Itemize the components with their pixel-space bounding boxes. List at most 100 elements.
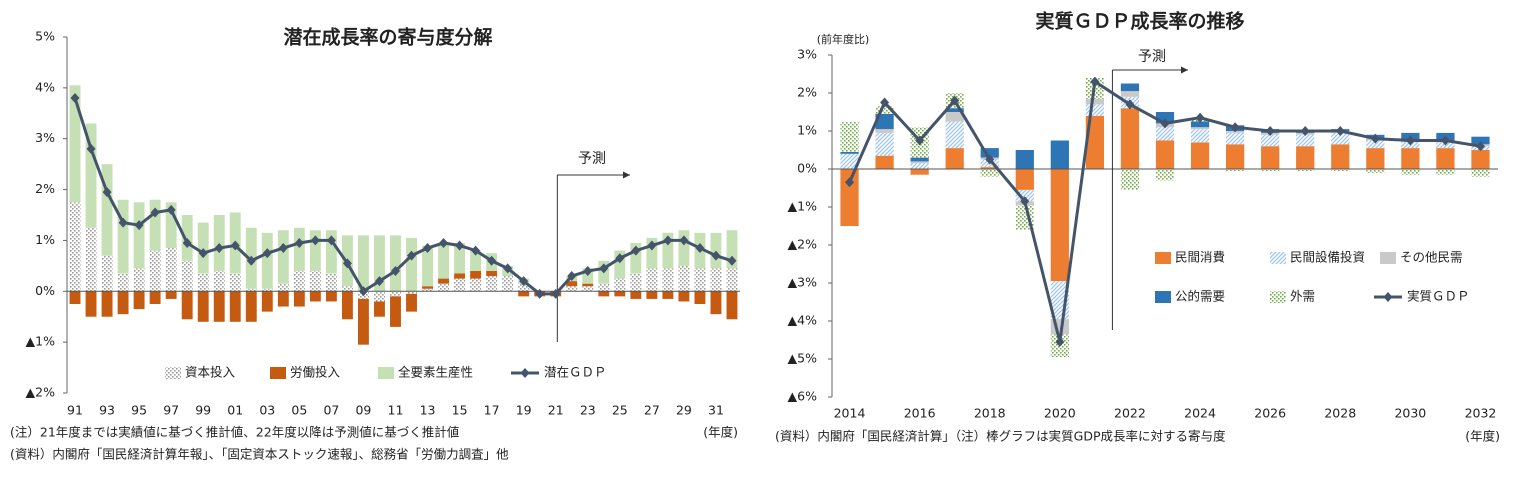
line-marker xyxy=(1405,135,1415,146)
bar-segment xyxy=(470,278,482,292)
bar-segment xyxy=(566,286,578,292)
bar-segment xyxy=(181,260,193,292)
bar-segment xyxy=(1296,146,1315,169)
bar-segment xyxy=(875,155,894,169)
x-tick-label: 2022 xyxy=(1114,406,1146,421)
y-tick-label: 2% xyxy=(797,85,817,100)
bar-segment xyxy=(390,235,401,292)
bar-segment xyxy=(1366,169,1385,173)
x-tick-label: 23 xyxy=(580,403,596,418)
x-tick-label: 2018 xyxy=(974,406,1006,421)
note: (資料）内閣府「国民経済計算年報」、「固定資本ストック速報」、総務省「労働力調査… xyxy=(10,447,509,462)
bar-segment xyxy=(1155,169,1175,181)
y-axis-unit: (前年度比) xyxy=(817,32,870,46)
bar-segment xyxy=(1015,169,1034,190)
bar-segment xyxy=(149,291,161,304)
line-marker xyxy=(390,265,400,276)
bar-segment xyxy=(726,268,738,292)
legend-swatch xyxy=(270,367,286,379)
bar-segment xyxy=(582,268,594,284)
bar-segment xyxy=(261,232,273,289)
bar-segment xyxy=(1190,121,1210,128)
line-marker xyxy=(519,276,529,287)
bar-segment xyxy=(213,215,225,271)
y-tick-label: 5% xyxy=(35,29,55,44)
line-marker xyxy=(915,135,925,146)
bar-segment xyxy=(1331,144,1350,169)
legend-marker xyxy=(1383,292,1393,302)
bar-segment xyxy=(1436,148,1455,169)
bar-segment xyxy=(357,235,369,292)
bar-segment xyxy=(245,288,257,292)
forecast-label: 予測 xyxy=(1138,49,1166,65)
legend-label: 民間設備投資 xyxy=(1290,250,1365,265)
bar-segment xyxy=(694,268,706,292)
legend-label: 外需 xyxy=(1290,289,1315,304)
line-marker xyxy=(150,207,160,218)
bar-segment xyxy=(518,291,530,297)
bar-segment xyxy=(1085,104,1105,116)
legend-swatch xyxy=(378,367,394,379)
x-tick-label: 05 xyxy=(291,403,307,418)
bar-segment xyxy=(438,242,450,279)
legend-label: 労働投入 xyxy=(290,365,341,380)
forecast-arrow-head xyxy=(623,171,630,179)
bar-segment xyxy=(422,288,433,292)
bar-segment xyxy=(630,273,642,292)
bar-segment xyxy=(980,148,999,158)
bar-segment xyxy=(945,112,964,122)
bar-segment xyxy=(678,291,690,302)
line-marker xyxy=(679,235,689,246)
x-tick-label: 99 xyxy=(195,403,211,418)
bar-segment xyxy=(945,148,964,169)
bar-segment xyxy=(422,245,433,287)
bar-segment xyxy=(325,230,337,274)
bar-segment xyxy=(614,278,626,292)
y-tick-label: ▲2% xyxy=(788,237,818,252)
bar-segment xyxy=(486,276,498,292)
line-marker xyxy=(727,255,737,266)
y-tick-label: 4% xyxy=(35,79,55,94)
x-tick-label: 2030 xyxy=(1394,406,1426,421)
chart-title: 実質ＧＤＰ成長率の推移 xyxy=(1035,10,1244,33)
bar-segment xyxy=(646,237,658,269)
line-marker xyxy=(230,240,240,251)
bar-segment xyxy=(646,268,658,292)
line-marker xyxy=(647,240,657,251)
forecast-label: 予測 xyxy=(578,151,606,167)
x-tick-label: 2016 xyxy=(904,406,936,421)
line-marker xyxy=(1090,76,1100,87)
line-marker xyxy=(310,235,320,246)
bar-segment xyxy=(945,108,964,112)
bar-segment xyxy=(229,291,241,322)
line-marker xyxy=(1160,118,1170,129)
line-marker xyxy=(1370,133,1380,144)
bar-segment xyxy=(840,169,859,226)
y-tick-label: 0% xyxy=(797,161,817,176)
bar-segment xyxy=(1471,169,1490,177)
bar-segment xyxy=(181,291,193,320)
bar-segment xyxy=(710,268,722,292)
bar-segment xyxy=(678,230,690,266)
bar-segment xyxy=(309,230,321,271)
bar-segment xyxy=(390,296,401,327)
bar-segment xyxy=(1471,150,1490,169)
line-marker xyxy=(118,217,128,228)
bar-segment xyxy=(875,113,894,130)
bar-segment xyxy=(646,291,658,299)
line-marker xyxy=(1265,126,1275,136)
bar-segment xyxy=(1401,169,1420,175)
line-marker xyxy=(423,243,433,254)
bar-segment xyxy=(229,273,241,292)
y-tick-label: 0% xyxy=(35,283,55,298)
x-tick-label: 19 xyxy=(516,403,532,418)
bar-segment xyxy=(1225,132,1245,145)
x-axis-unit: (年度) xyxy=(1465,429,1500,444)
bar-segment xyxy=(840,153,859,169)
bar-segment xyxy=(133,268,145,292)
bar-segment xyxy=(518,283,530,292)
line-marker xyxy=(503,263,513,274)
bar-segment xyxy=(910,161,929,164)
bar-segment xyxy=(1225,169,1245,171)
bar-segment xyxy=(1296,169,1315,171)
